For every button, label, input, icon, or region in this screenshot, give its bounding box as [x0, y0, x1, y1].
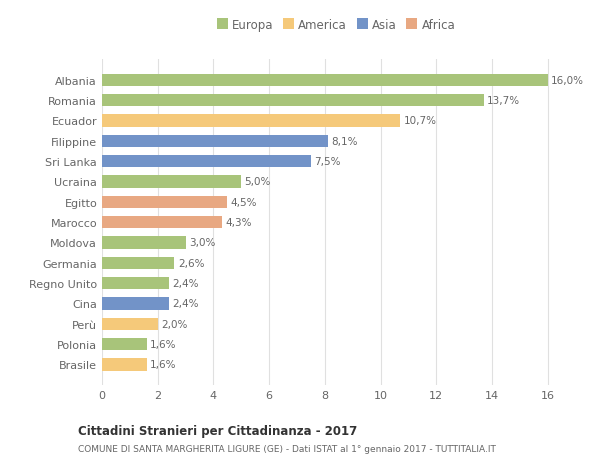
Bar: [102, 217, 222, 229]
Bar: [102, 74, 548, 87]
Text: 2,4%: 2,4%: [172, 279, 199, 288]
Bar: [102, 156, 311, 168]
Text: 3,0%: 3,0%: [189, 238, 215, 248]
Text: 10,7%: 10,7%: [403, 116, 436, 126]
Text: 2,6%: 2,6%: [178, 258, 204, 268]
Bar: [102, 196, 227, 208]
Bar: [102, 176, 241, 188]
Text: 1,6%: 1,6%: [150, 360, 176, 369]
Bar: [102, 358, 146, 371]
Text: 1,6%: 1,6%: [150, 339, 176, 349]
Text: 5,0%: 5,0%: [245, 177, 271, 187]
Text: 4,5%: 4,5%: [230, 197, 257, 207]
Bar: [102, 298, 169, 310]
Text: 4,3%: 4,3%: [225, 218, 251, 228]
Text: COMUNE DI SANTA MARGHERITA LIGURE (GE) - Dati ISTAT al 1° gennaio 2017 - TUTTITA: COMUNE DI SANTA MARGHERITA LIGURE (GE) -…: [78, 444, 496, 453]
Text: 8,1%: 8,1%: [331, 136, 358, 146]
Text: 16,0%: 16,0%: [551, 76, 584, 85]
Bar: [102, 95, 484, 107]
Text: 13,7%: 13,7%: [487, 96, 520, 106]
Text: 7,5%: 7,5%: [314, 157, 341, 167]
Bar: [102, 237, 185, 249]
Bar: [102, 318, 158, 330]
Bar: [102, 277, 169, 290]
Bar: [102, 338, 146, 351]
Text: Cittadini Stranieri per Cittadinanza - 2017: Cittadini Stranieri per Cittadinanza - 2…: [78, 424, 357, 437]
Bar: [102, 115, 400, 127]
Bar: [102, 135, 328, 147]
Legend: Europa, America, Asia, Africa: Europa, America, Asia, Africa: [214, 17, 458, 34]
Bar: [102, 257, 175, 269]
Text: 2,4%: 2,4%: [172, 299, 199, 309]
Text: 2,0%: 2,0%: [161, 319, 187, 329]
